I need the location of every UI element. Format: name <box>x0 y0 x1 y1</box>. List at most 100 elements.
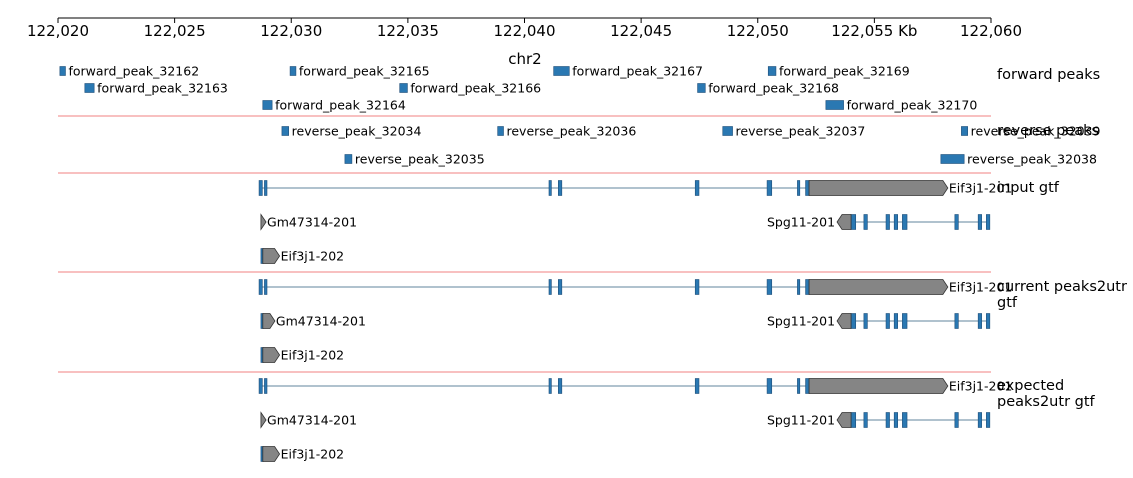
peak-block <box>262 100 273 110</box>
exon-block <box>548 180 552 196</box>
peak-label: forward_peak_32164 <box>275 98 406 113</box>
exon-block <box>548 378 552 394</box>
peak-block <box>825 100 844 110</box>
exon-block <box>694 378 700 394</box>
axis-tick-label: 122,040 <box>493 22 555 40</box>
axis-tick-label: 122,035 <box>377 22 439 40</box>
exon-block <box>694 180 700 196</box>
exon-block <box>766 180 773 196</box>
exon-block <box>766 279 773 295</box>
exon-block <box>558 378 563 394</box>
exon-block <box>902 412 908 428</box>
peak-label: forward_peak_32169 <box>779 64 910 79</box>
utr-block <box>836 214 852 230</box>
exon-block <box>986 214 991 230</box>
chromosome-label: chr2 <box>508 50 541 68</box>
exon-block <box>797 180 801 196</box>
peak-block <box>289 66 297 76</box>
exon-block <box>558 279 563 295</box>
utr-block <box>262 248 281 264</box>
transcript-label: Eif3j1-202 <box>281 348 345 363</box>
genomic-axis: 122,020 122,025 122,030 122,035 122,040 122,0… <box>27 17 1022 40</box>
peak-label: reverse_peak_32039 <box>971 124 1101 139</box>
exon-block <box>850 214 857 230</box>
transcript-label: Eif3j1-202 <box>281 249 345 264</box>
transcript-label: Spg11-201 <box>767 314 835 329</box>
track-separators <box>58 115 991 373</box>
track-title: input gtf <box>997 180 1060 196</box>
axis-tick-label: 122,030 <box>260 22 322 40</box>
utr-block <box>260 411 267 429</box>
peak-block <box>940 154 965 164</box>
peak-label: forward_peak_32163 <box>97 81 228 96</box>
exon-block <box>548 279 552 295</box>
exon-block <box>893 313 898 329</box>
exon-block <box>766 378 773 394</box>
peak-block <box>399 83 408 93</box>
exon-block <box>264 279 268 295</box>
transcript-label: Gm47314-201 <box>267 413 357 428</box>
peak-label: reverse_peak_32034 <box>292 124 422 139</box>
axis-tick-label: 122,050 <box>727 22 789 40</box>
transcript-label: Spg11-201 <box>767 413 835 428</box>
track-title: current peaks2utr <box>997 279 1127 295</box>
peak-label: forward_peak_32165 <box>299 64 430 79</box>
axis-tick-label: 122,025 <box>144 22 206 40</box>
peak-block <box>344 154 353 164</box>
exon-block <box>977 214 982 230</box>
axis-tick-label: 122,045 <box>610 22 672 40</box>
exon-block <box>850 313 857 329</box>
axis-tick-label: 122,055 Kb <box>831 22 917 40</box>
exon-block <box>902 313 908 329</box>
transcript-label: Eif3j1-201 <box>949 280 1013 295</box>
track-title: expected <box>997 378 1064 394</box>
axis-tick-label: 122,020 <box>27 22 89 40</box>
peak-block <box>281 126 289 136</box>
utr-block <box>836 412 852 428</box>
peak-label: forward_peak_32170 <box>847 98 978 113</box>
exon-block <box>258 279 263 295</box>
axis-tick-label: 122,060 <box>960 22 1022 40</box>
exon-block <box>805 279 810 295</box>
utr-block <box>808 279 949 295</box>
transcript-label: Gm47314-201 <box>267 215 357 230</box>
peak-label: reverse_peak_32035 <box>355 152 485 167</box>
exon-block <box>885 313 890 329</box>
exon-block <box>885 412 890 428</box>
peak-label: forward_peak_32162 <box>68 64 199 79</box>
exon-block <box>805 180 810 196</box>
peak-tracks: forward peaks forward_peak_32162 forward_p… <box>59 64 1101 167</box>
exon-block <box>885 214 890 230</box>
exon-block <box>264 180 268 196</box>
exon-block <box>258 180 263 196</box>
peak-label: reverse_peak_32038 <box>967 152 1097 167</box>
exon-block <box>863 214 868 230</box>
exon-block <box>986 412 991 428</box>
exon-block <box>902 214 908 230</box>
utr-block <box>262 347 281 363</box>
exon-block <box>977 313 982 329</box>
peak-block <box>722 126 733 136</box>
utr-block <box>836 313 852 329</box>
peak-block <box>84 83 95 93</box>
exon-block <box>977 412 982 428</box>
exon-block <box>893 214 898 230</box>
transcript-label: Eif3j1-202 <box>281 447 345 462</box>
exon-block <box>694 279 700 295</box>
peak-block <box>961 126 968 136</box>
track-title: peaks2utr gtf <box>997 394 1096 410</box>
peak-block <box>767 66 777 76</box>
peak-block <box>697 83 706 93</box>
exon-block <box>797 378 801 394</box>
exon-block <box>893 412 898 428</box>
transcript-label: Eif3j1-201 <box>949 181 1013 196</box>
exon-block <box>954 214 959 230</box>
exon-block <box>797 279 801 295</box>
transcript-label: Spg11-201 <box>767 215 835 230</box>
peak-block <box>497 126 504 136</box>
exon-block <box>954 313 959 329</box>
peak-label: reverse_peak_32037 <box>736 124 866 139</box>
utr-block <box>808 180 949 196</box>
